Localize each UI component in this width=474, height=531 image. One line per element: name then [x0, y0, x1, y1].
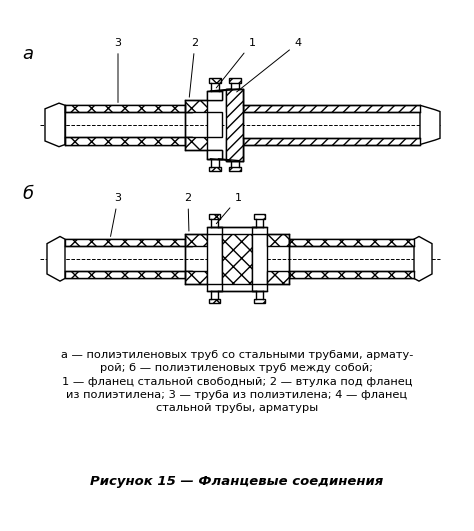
- Bar: [207, 150, 222, 159]
- Bar: [243, 105, 420, 112]
- Text: 3: 3: [115, 38, 121, 102]
- Text: а — полиэтиленовых труб со стальными трубами, армату-: а — полиэтиленовых труб со стальными тру…: [61, 350, 413, 360]
- Polygon shape: [414, 236, 432, 281]
- Bar: [207, 91, 222, 100]
- Bar: [207, 227, 222, 291]
- Bar: [209, 79, 220, 83]
- Bar: [65, 138, 192, 144]
- Polygon shape: [47, 236, 65, 281]
- Text: стальной трубы, арматуры: стальной трубы, арматуры: [156, 404, 318, 414]
- Bar: [207, 113, 222, 138]
- Bar: [254, 299, 265, 303]
- Bar: [207, 91, 222, 100]
- Bar: [226, 89, 243, 113]
- Bar: [65, 271, 192, 278]
- Text: 1: 1: [216, 193, 241, 224]
- Bar: [185, 138, 207, 150]
- Text: а: а: [22, 45, 33, 63]
- Bar: [65, 105, 192, 113]
- Bar: [267, 234, 289, 246]
- Text: 4: 4: [237, 38, 301, 92]
- Bar: [228, 167, 240, 172]
- Bar: [289, 239, 414, 246]
- Polygon shape: [45, 103, 65, 147]
- Text: 2: 2: [184, 193, 191, 231]
- Bar: [254, 214, 265, 219]
- Bar: [267, 271, 289, 284]
- Bar: [185, 100, 207, 113]
- Text: рой; б — полиэтиленовых труб между собой;: рой; б — полиэтиленовых труб между собой…: [100, 363, 374, 373]
- Bar: [222, 234, 252, 284]
- Text: 1 — фланец стальной свободный; 2 — втулка под фланец: 1 — фланец стальной свободный; 2 — втулк…: [62, 376, 412, 387]
- Text: 2: 2: [189, 38, 199, 97]
- Bar: [226, 138, 243, 160]
- Bar: [209, 214, 220, 219]
- Text: Рисунок 15 — Фланцевые соединения: Рисунок 15 — Фланцевые соединения: [91, 475, 383, 488]
- Bar: [209, 299, 220, 303]
- Bar: [252, 227, 267, 291]
- Bar: [289, 271, 414, 278]
- Text: из полиэтилена; 3 — труба из полиэтилена; 4 — фланец: из полиэтилена; 3 — труба из полиэтилена…: [66, 390, 408, 400]
- Polygon shape: [420, 105, 440, 144]
- Bar: [185, 234, 207, 246]
- Bar: [207, 150, 222, 159]
- Bar: [228, 79, 240, 83]
- Text: б: б: [22, 185, 33, 203]
- Text: 1: 1: [216, 38, 255, 88]
- Bar: [65, 239, 192, 246]
- Bar: [209, 167, 220, 172]
- Bar: [243, 138, 420, 144]
- Bar: [226, 89, 243, 160]
- Bar: [185, 271, 207, 284]
- Text: 3: 3: [110, 193, 121, 236]
